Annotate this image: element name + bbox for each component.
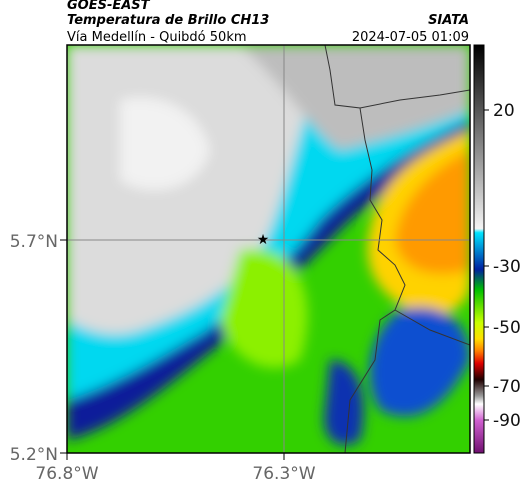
colorbar-tick-label: 20 — [493, 101, 515, 121]
colorbar-tick-label: -30 — [493, 257, 521, 277]
colorbar — [473, 44, 485, 454]
timestamp: 2024-07-05 01:09 — [352, 30, 469, 45]
colorbar-tick-label: -50 — [493, 318, 521, 338]
subtitle: Vía Medellín - Quibdó 50km — [67, 30, 247, 45]
satellite-image: ★ — [67, 45, 470, 453]
title: Temperatura de Brillo CH13 — [67, 13, 269, 28]
lon-label: 76.8°W — [35, 464, 98, 484]
lat-label: 5.7°N — [10, 232, 58, 252]
location-marker: ★ — [257, 232, 270, 248]
colorbar-tick-label: -70 — [493, 377, 521, 397]
lat-label: 5.2°N — [10, 445, 58, 465]
credit: SIATA — [428, 13, 469, 28]
map-frame — [66, 44, 471, 454]
colorbar-tick-label: -90 — [493, 411, 521, 431]
lon-label: 76.3°W — [252, 464, 315, 484]
colorbar-ticks: 20 -30 -50 -70 -90 — [484, 101, 521, 431]
source: GOES-EAST — [67, 0, 151, 13]
